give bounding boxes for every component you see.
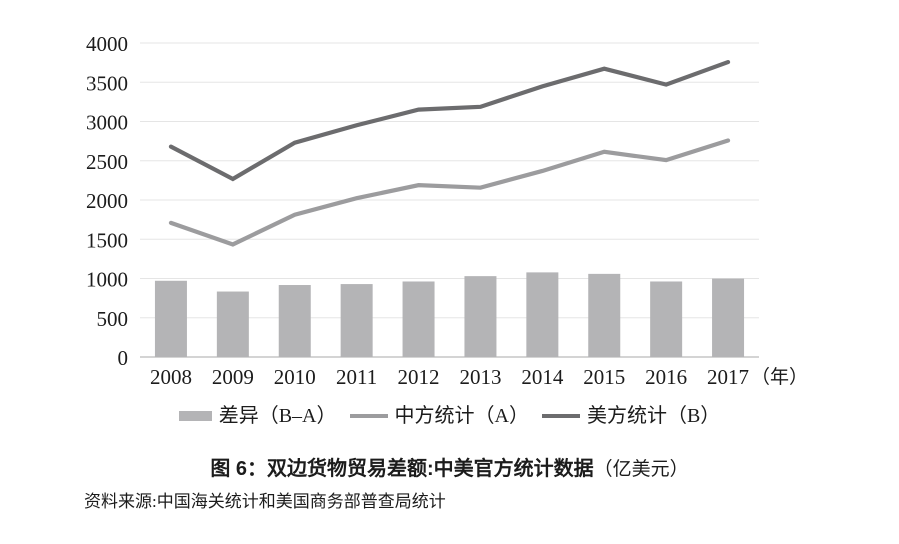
legend-item-difference: 差异（B–A） [178, 402, 337, 430]
y-tick-label-2500: 2500 [86, 150, 128, 174]
y-tick-label-3500: 3500 [86, 71, 128, 95]
y-tick-label-500: 500 [97, 307, 129, 331]
trade-balance-chart: 0 500 1000 1500 2000 2500 3000 3500 4000 2008 2009… [86, 32, 808, 389]
difference-bar-2011 [340, 284, 373, 357]
difference-bar-2010 [278, 285, 311, 357]
legend-label-us-stats: 美方统计（B） [586, 405, 721, 427]
difference-bar-2009 [216, 291, 249, 357]
x-tick-label-2014: 2014 [521, 365, 564, 389]
china-stats-line-swatch [349, 414, 388, 418]
x-tick-label-2010: 2010 [274, 365, 316, 389]
x-tick-label-2008: 2008 [150, 365, 192, 389]
us-stats-line [168, 59, 731, 182]
legend-label-difference: 差异（B–A） [218, 405, 337, 427]
y-tick-label-0: 0 [118, 346, 129, 370]
difference-bar-2012 [402, 281, 435, 357]
difference-bar-2014 [526, 272, 559, 357]
x-tick-label-2017: 2017 [707, 365, 749, 389]
difference-bar-2016 [650, 281, 683, 357]
difference-bar-2008 [154, 280, 187, 357]
figure-caption-unit: （亿美元） [593, 459, 689, 480]
difference-bar-2015 [588, 273, 621, 357]
difference-bar-swatch [178, 411, 212, 421]
x-tick-label-2012: 2012 [398, 365, 440, 389]
x-tick-label-2011: 2011 [336, 365, 377, 389]
x-tick-label-2015: 2015 [583, 365, 625, 389]
x-axis-unit-label: （年） [751, 366, 808, 388]
us-stats-line-swatch [541, 414, 580, 418]
y-tick-label-3000: 3000 [86, 111, 128, 135]
x-tick-label-2009: 2009 [212, 365, 254, 389]
figure-caption: 图 6：双边货物贸易差额:中美官方统计数据（亿美元） [0, 455, 899, 484]
source-note: 资料来源:中国海关统计和美国商务部普查局统计 [84, 492, 446, 511]
china-stats-line [168, 138, 731, 247]
chart-legend: 差异（B–A） 中方统计（A） 美方统计（B） [0, 402, 899, 430]
y-tick-label-1500: 1500 [86, 228, 128, 252]
y-tick-label-2000: 2000 [86, 189, 128, 213]
legend-item-us-stats: 美方统计（B） [541, 402, 721, 430]
figure-caption-title: 图 6：双边货物贸易差额:中美官方统计数据 [210, 458, 594, 480]
legend-label-china-stats: 中方统计（A） [394, 405, 529, 427]
legend-item-china-stats: 中方统计（A） [349, 402, 529, 430]
x-tick-label-2013: 2013 [459, 365, 501, 389]
y-tick-label-1000: 1000 [86, 268, 128, 292]
difference-bar-2013 [464, 276, 497, 357]
y-tick-label-4000: 4000 [86, 32, 128, 56]
difference-bar-2017 [712, 278, 745, 357]
x-tick-label-2016: 2016 [645, 365, 687, 389]
